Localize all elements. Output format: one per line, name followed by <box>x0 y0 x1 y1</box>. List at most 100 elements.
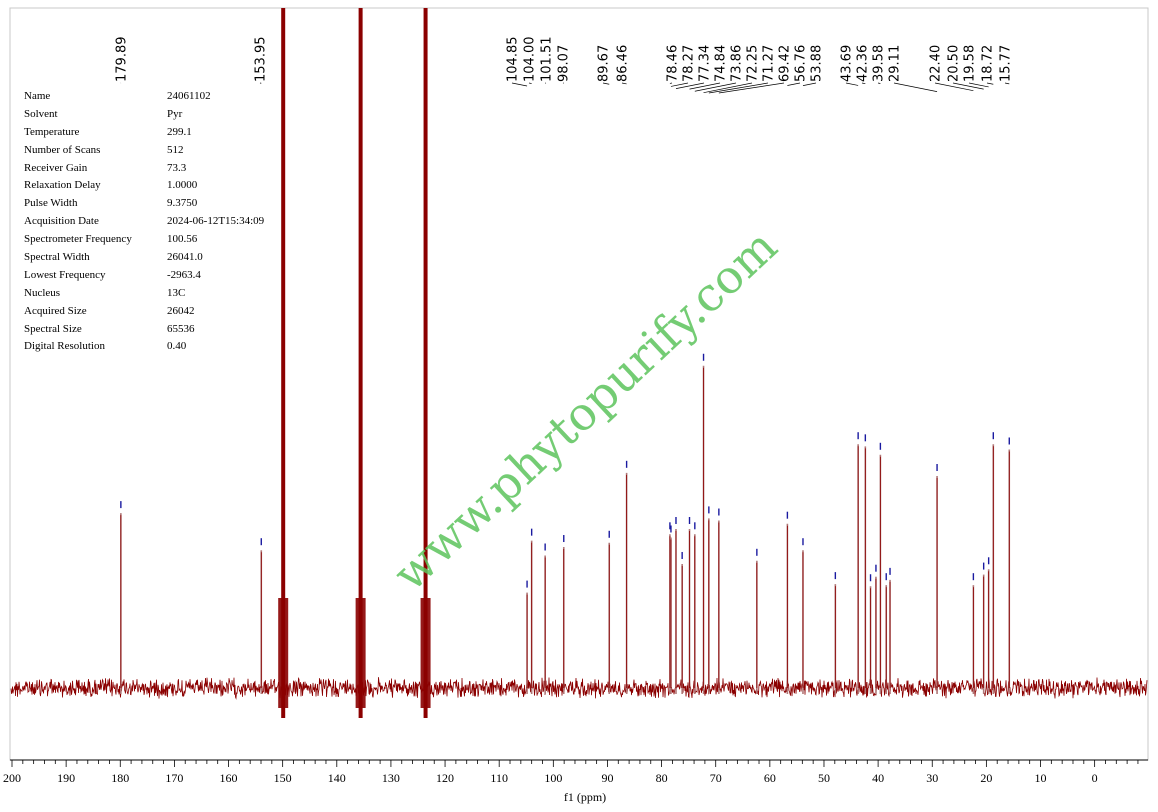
x-tick-label: 40 <box>872 771 884 785</box>
peak-label: 22.40 <box>929 45 944 82</box>
parameter-value: -2963.4 <box>167 268 201 281</box>
x-tick-label: 120 <box>436 771 454 785</box>
parameter-value: 73.3 <box>167 161 187 174</box>
x-tick-label: 190 <box>57 771 75 785</box>
plot-frame <box>9 7 1149 761</box>
label-leader <box>893 82 938 92</box>
parameter-name: Relaxation Delay <box>24 179 101 192</box>
x-tick-label: 70 <box>710 771 722 785</box>
label-leader <box>718 82 785 94</box>
x-tick-label: 170 <box>165 771 183 785</box>
peak-label: 18.72 <box>981 45 996 82</box>
label-leader <box>675 82 705 89</box>
parameter-name: Digital Resolution <box>24 340 105 353</box>
peak-label: 71.27 <box>762 45 777 82</box>
label-leader <box>708 82 769 94</box>
parameter-name: Name <box>24 90 51 102</box>
x-tick-label: 0 <box>1092 771 1098 785</box>
label-leader <box>670 82 689 87</box>
label-leader <box>802 82 817 86</box>
peak-label: 73.86 <box>730 45 745 82</box>
peak-label: 153.95 <box>254 37 269 83</box>
peak-label: 74.84 <box>714 45 729 82</box>
peak-label: 43.69 <box>840 45 855 82</box>
parameter-name: Nucleus <box>24 286 61 299</box>
x-tick-label: 110 <box>490 771 508 785</box>
parameter-name: Lowest Frequency <box>24 268 106 281</box>
label-leader <box>787 82 801 86</box>
x-tick-label: 150 <box>274 771 292 785</box>
parameter-name: Solvent <box>24 107 58 120</box>
peak-label: 104.00 <box>523 37 538 83</box>
parameter-name: Spectral Size <box>24 322 82 335</box>
peak-label: 19.58 <box>963 45 978 82</box>
peak-label: 98.07 <box>557 45 572 82</box>
peak-label: 56.76 <box>794 45 809 82</box>
parameter-name: Acquisition Date <box>24 215 99 228</box>
solvent-peak <box>281 8 286 718</box>
label-leader <box>968 82 989 88</box>
peak-label: 69.42 <box>778 45 793 82</box>
label-leader <box>861 82 866 85</box>
solvent-peak-base <box>420 598 431 708</box>
label-leader <box>1004 82 1010 85</box>
parameter-value: 0.40 <box>167 340 187 353</box>
peak-label: 20.50 <box>947 45 962 82</box>
x-axis-title: f1 (ppm) <box>564 790 606 804</box>
label-leader <box>934 82 974 92</box>
x-tick-label: 60 <box>764 771 776 785</box>
x-tick-label: 160 <box>220 771 238 785</box>
peak-label: 39.58 <box>872 45 887 82</box>
plot-border <box>9 7 1149 761</box>
peaks-layer <box>120 353 1011 694</box>
label-leader <box>845 82 859 86</box>
solvent-peak <box>358 8 363 718</box>
peak-labels-layer: 179.89 153.95 104.85 104.00 101.51 98.07 89.67… <box>115 37 1014 94</box>
x-tick-label: 90 <box>601 771 613 785</box>
parameter-name: Spectral Width <box>24 251 90 264</box>
peak-label: 78.27 <box>682 45 697 82</box>
peak-label: 42.36 <box>856 45 871 82</box>
peak-label: 104.85 <box>506 37 521 83</box>
solvent-peak-base <box>355 598 366 708</box>
peak-label: 179.89 <box>115 37 130 83</box>
parameter-value: 2024-06-12T15:34:09 <box>167 215 265 228</box>
peak-label: 89.67 <box>597 45 612 82</box>
parameter-value: Pyr <box>167 107 183 120</box>
x-tick-label: 180 <box>111 771 129 785</box>
solvent-peak <box>423 8 428 718</box>
parameter-value: 1.0000 <box>167 179 198 192</box>
peak-label: 86.46 <box>616 45 631 82</box>
x-tick-label: 30 <box>926 771 938 785</box>
parameter-value: 26042 <box>167 304 195 317</box>
x-tick-label: 50 <box>818 771 830 785</box>
parameter-value: 299.1 <box>167 125 192 138</box>
spectrum-trace <box>10 8 1148 718</box>
label-leader <box>511 82 528 87</box>
label-leader <box>703 82 753 94</box>
parameter-value: 100.56 <box>167 233 198 246</box>
x-tick-label: 10 <box>1035 771 1047 785</box>
parameter-value: 13C <box>167 286 186 299</box>
x-tick-label: 20 <box>980 771 992 785</box>
parameter-name: Spectrometer Frequency <box>24 233 132 246</box>
parameter-value: 24061102 <box>167 90 211 102</box>
peak-label: 15.77 <box>999 45 1014 82</box>
parameter-value: 65536 <box>167 322 195 335</box>
parameter-name: Acquired Size <box>24 304 87 317</box>
label-leader <box>689 82 721 90</box>
label-leader <box>952 82 984 90</box>
label-leader <box>602 82 610 85</box>
peak-label: 53.88 <box>810 45 825 82</box>
parameter-name: Number of Scans <box>24 143 101 156</box>
parameter-value: 9.3750 <box>167 197 198 210</box>
x-tick-label: 140 <box>328 771 346 785</box>
peak-label: 29.11 <box>888 45 903 82</box>
baseline-noise <box>10 677 1148 700</box>
parameter-name: Temperature <box>24 125 80 138</box>
parameter-value: 512 <box>167 143 184 156</box>
x-axis: 200 190 180 170 160 150 140 130 120 110 100 90 80 70 6… <box>3 759 1148 804</box>
peak-label: 72.25 <box>746 45 761 82</box>
x-tick-label: 200 <box>3 771 21 785</box>
